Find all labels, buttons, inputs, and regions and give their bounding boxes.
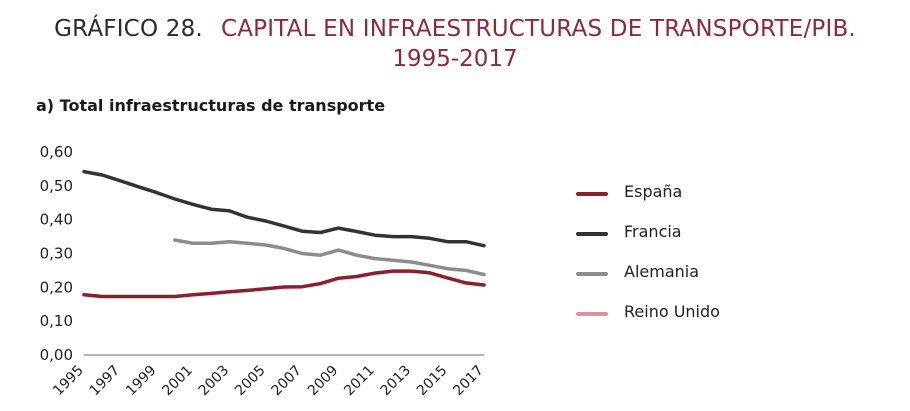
series-line — [82, 169, 486, 248]
series-line — [82, 269, 486, 299]
x-tick-label: 2017 — [450, 363, 487, 400]
y-tick-label: 0,00 — [40, 346, 73, 364]
series-line — [173, 238, 486, 277]
chart-title-years: 1995-2017 — [392, 46, 518, 72]
legend-swatch — [576, 272, 608, 276]
chart-title-line1: GRÁFICO 28. CAPITAL EN INFRAESTRUCTURAS D… — [0, 16, 910, 42]
x-tick-label: 2005 — [232, 363, 269, 400]
chart-number: GRÁFICO 28. — [54, 16, 203, 42]
x-tick-label: 2001 — [159, 363, 196, 400]
x-tick-label: 2015 — [414, 363, 451, 400]
legend-label: España — [624, 182, 683, 201]
y-tick-label: 0,50 — [40, 177, 73, 195]
legend-label: Alemania — [624, 262, 700, 281]
legend-swatch — [576, 192, 608, 196]
chart-title: CAPITAL EN INFRAESTRUCTURAS DE TRANSPORT… — [220, 16, 856, 42]
y-tick-label: 0,10 — [40, 312, 73, 330]
x-tick-label: 2011 — [341, 363, 378, 400]
legend-swatch — [576, 232, 608, 236]
x-tick-label: 2009 — [305, 363, 342, 400]
chart-subtitle: a) Total infraestructuras de transporte — [36, 96, 386, 115]
y-tick-label: 0,60 — [40, 143, 73, 161]
legend-label: Francia — [624, 222, 682, 241]
y-tick-label: 0,20 — [40, 278, 73, 296]
y-tick-label: 0,30 — [40, 245, 73, 263]
x-tick-label: 2003 — [196, 363, 233, 400]
x-tick-label: 1995 — [50, 363, 87, 400]
x-tick-label: 2007 — [268, 363, 305, 400]
legend-label: Reino Unido — [624, 302, 720, 321]
y-tick-label: 0,40 — [40, 211, 73, 229]
x-tick-label: 2013 — [378, 363, 415, 400]
legend-swatch — [576, 312, 608, 316]
x-tick-label: 1999 — [123, 363, 160, 400]
x-tick-label: 1997 — [87, 363, 124, 400]
